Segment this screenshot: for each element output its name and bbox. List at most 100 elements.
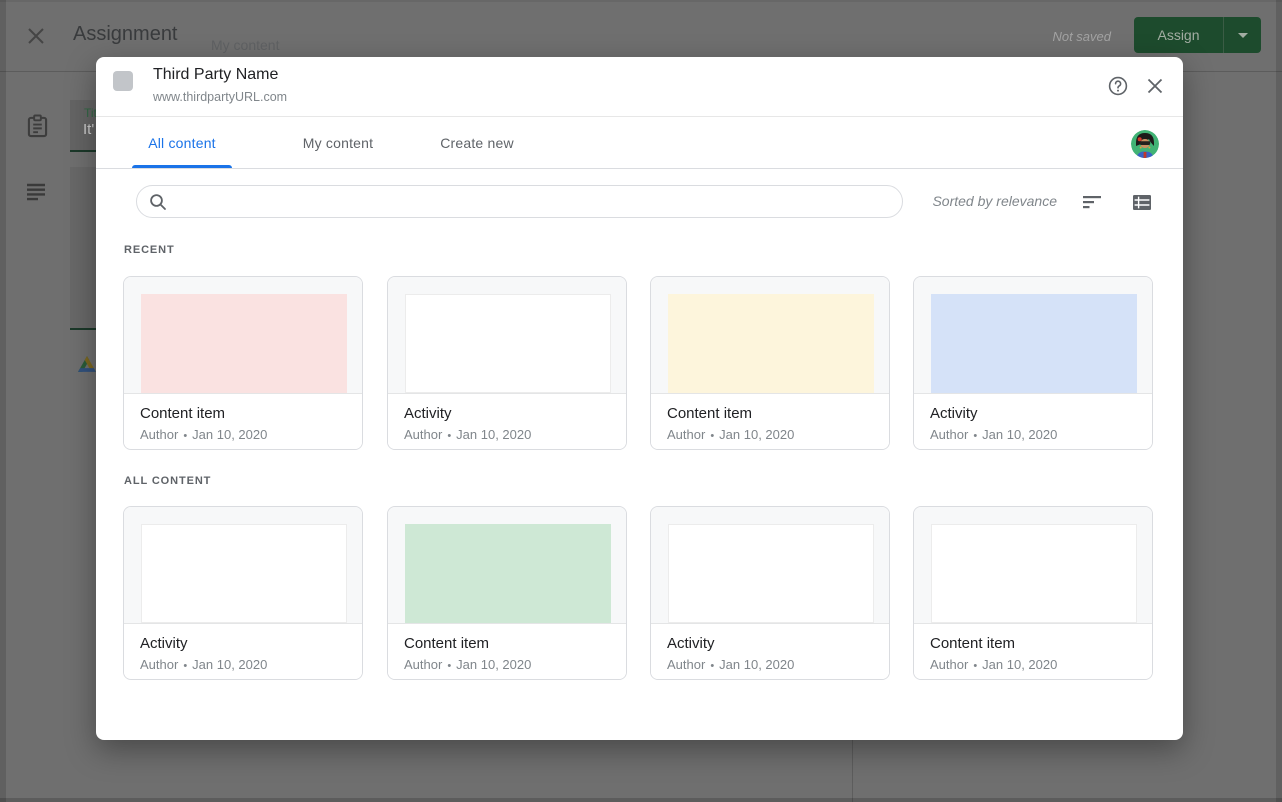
thumbnail-page [405,524,611,623]
card-info: Activity Author • Jan 10, 2020 [124,624,362,679]
title-field-value: It' [83,121,95,138]
card-author: Author [140,427,179,442]
card-thumbnail [124,507,362,624]
thumbnail-page [141,524,347,623]
content-card[interactable]: Activity Author • Jan 10, 2020 [650,506,890,680]
meta-separator: • [183,660,188,672]
card-thumbnail [651,507,889,624]
card-meta: Author • Jan 10, 2020 [140,657,267,672]
window-frame-bottom [0,798,1282,802]
third-party-app-icon [113,71,133,91]
third-party-picker-dialog: Third Party Name www.thirdpartyURL.com A… [96,57,1183,740]
content-card[interactable]: Content item Author • Jan 10, 2020 [913,506,1153,680]
card-title: Activity [404,405,452,422]
section-label-recent: RECENT [124,244,175,256]
close-icon[interactable] [1143,74,1167,98]
card-meta: Author • Jan 10, 2020 [404,427,531,442]
avatar[interactable] [1131,130,1159,158]
card-title: Activity [667,635,715,652]
card-title: Content item [140,405,226,422]
sort-order-label: Sorted by relevance [932,193,1057,209]
card-meta: Author • Jan 10, 2020 [667,657,794,672]
help-icon[interactable] [1106,74,1130,98]
thumbnail-page [141,294,347,393]
card-title: Content item [404,635,490,652]
background-panel-divider [852,740,853,802]
card-date: Jan 10, 2020 [719,657,795,672]
search-box[interactable] [136,185,903,218]
assign-split-button: Assign [1134,17,1261,53]
content-card[interactable]: Activity Author • Jan 10, 2020 [913,276,1153,450]
content-card[interactable]: Content item Author • Jan 10, 2020 [387,506,627,680]
card-date: Jan 10, 2020 [982,427,1058,442]
content-card[interactable]: Activity Author • Jan 10, 2020 [387,276,627,450]
card-meta: Author • Jan 10, 2020 [140,427,267,442]
card-info: Activity Author • Jan 10, 2020 [914,394,1152,449]
dialog-header: Third Party Name www.thirdpartyURL.com [96,57,1183,117]
search-input[interactable] [176,192,890,211]
assign-dropdown-button [1224,17,1261,53]
card-author: Author [404,657,443,672]
card-title: Content item [667,405,753,422]
card-date: Jan 10, 2020 [719,427,795,442]
meta-separator: • [447,660,452,672]
window-frame-top [0,0,1282,2]
card-date: Jan 10, 2020 [192,427,268,442]
thumbnail-page [405,294,611,393]
meta-separator: • [973,660,978,672]
content-card[interactable]: Content item Author • Jan 10, 2020 [650,276,890,450]
dialog-toolbar: Sorted by relevance [96,185,1183,218]
meta-separator: • [710,660,715,672]
assignment-close-icon [27,27,45,45]
card-author: Author [930,657,969,672]
card-thumbnail [651,277,889,394]
card-thumbnail [388,277,626,394]
thumbnail-page [668,524,874,623]
section-label-all-content: ALL CONTENT [124,475,212,487]
google-drive-icon [78,356,96,372]
thumbnail-page [931,294,1137,393]
card-thumbnail [124,277,362,394]
card-author: Author [404,427,443,442]
tab-my-content[interactable]: My content [278,118,398,168]
thumbnail-page [668,294,874,393]
meta-separator: • [710,430,715,442]
meta-separator: • [183,430,188,442]
card-author: Author [140,657,179,672]
meta-separator: • [447,430,452,442]
tab-all-content[interactable]: All content [132,118,232,168]
card-info: Content item Author • Jan 10, 2020 [388,624,626,679]
card-meta: Author • Jan 10, 2020 [930,657,1057,672]
card-info: Content item Author • Jan 10, 2020 [124,394,362,449]
card-thumbnail [914,277,1152,394]
title-field-label: Tit [84,106,97,120]
card-date: Jan 10, 2020 [982,657,1058,672]
ghost-text: My content [211,37,280,53]
card-title: Activity [930,405,978,422]
card-info: Activity Author • Jan 10, 2020 [651,624,889,679]
card-author: Author [667,427,706,442]
assign-button-divider [1223,17,1224,53]
content-card[interactable]: Content item Author • Jan 10, 2020 [123,276,363,450]
background-title-field: Tit It' [70,100,100,152]
card-info: Content item Author • Jan 10, 2020 [914,624,1152,679]
tab-create-new[interactable]: Create new [417,118,537,168]
card-author: Author [667,657,706,672]
dialog-tabbar: All content My content Create new [96,118,1183,169]
card-thumbnail [914,507,1152,624]
card-thumbnail [388,507,626,624]
card-info: Activity Author • Jan 10, 2020 [388,394,626,449]
content-card[interactable]: Activity Author • Jan 10, 2020 [123,506,363,680]
sort-icon[interactable] [1082,192,1102,212]
card-meta: Author • Jan 10, 2020 [404,657,531,672]
card-info: Content item Author • Jan 10, 2020 [651,394,889,449]
card-meta: Author • Jan 10, 2020 [667,427,794,442]
card-title: Content item [930,635,1016,652]
card-author: Author [930,427,969,442]
search-icon [149,193,167,211]
card-date: Jan 10, 2020 [456,657,532,672]
chevron-down-icon [1237,32,1248,38]
window-frame-left [0,0,6,802]
view-list-icon[interactable] [1132,192,1152,212]
